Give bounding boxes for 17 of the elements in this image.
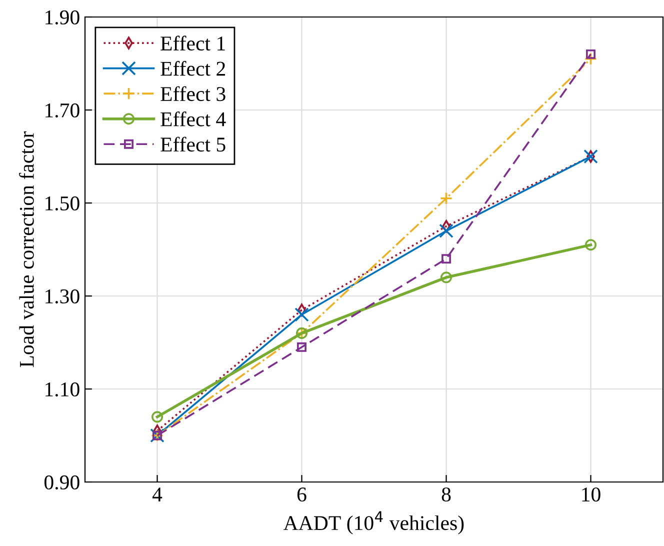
y-tick-label: 1.70 <box>46 103 80 118</box>
y-tick-label: 1.50 <box>46 196 80 211</box>
x-axis-title: AADT (10$^{4}$ vehicles) <box>283 511 464 534</box>
y-axis-title: Load value correction factor <box>19 131 34 368</box>
legend-label: Effect 4 <box>160 111 226 126</box>
x-tick-label: 4 <box>152 488 162 502</box>
legend-label: Effect 5 <box>160 136 226 152</box>
x-tick-label: 8 <box>442 487 451 502</box>
x-tick-label: 6 <box>297 488 306 502</box>
legend-label: Effect 1 <box>160 36 225 51</box>
x-tick-label: 10 <box>582 487 600 502</box>
legend-label: Effect 2 <box>160 60 225 76</box>
y-tick-label: 0.90 <box>44 475 80 490</box>
y-tick-label: 1.10 <box>46 382 80 397</box>
y-tick-label: 1.90 <box>46 10 80 25</box>
y-tick-label: 1.30 <box>46 289 80 304</box>
legend-label: Effect 3 <box>160 86 226 102</box>
